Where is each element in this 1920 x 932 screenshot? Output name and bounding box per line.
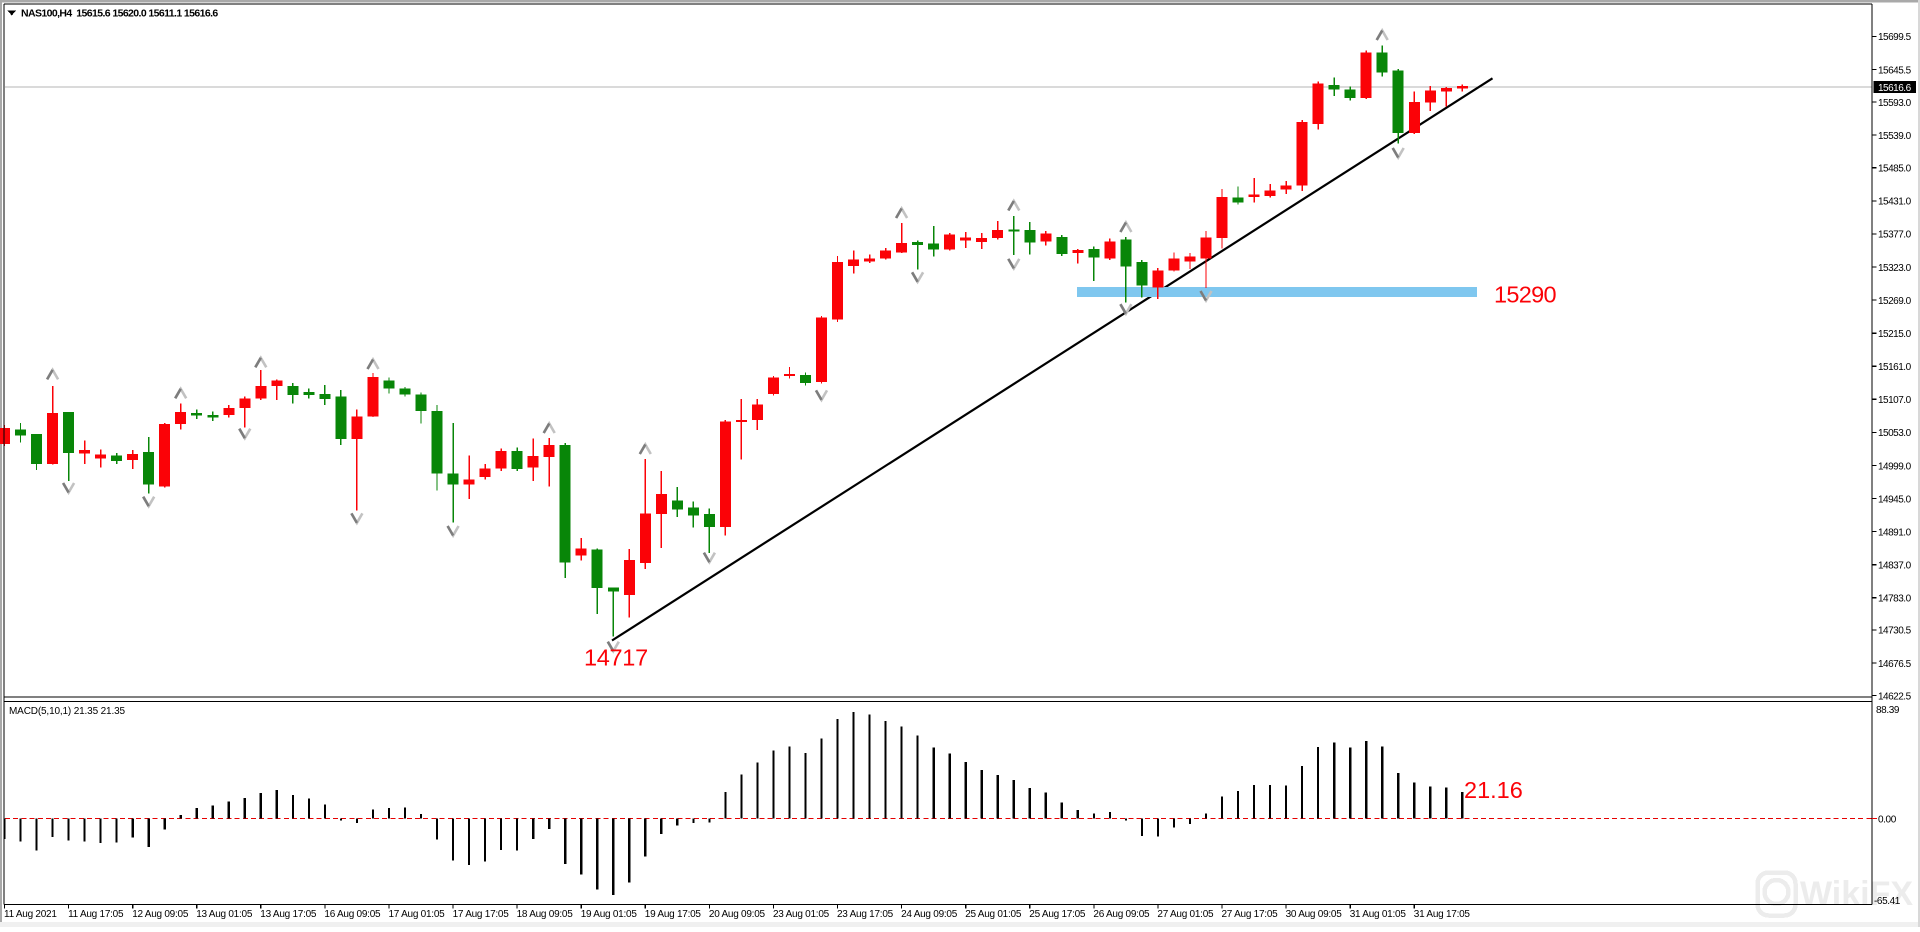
svg-text:14837.0: 14837.0 (1878, 561, 1912, 572)
svg-text:15269.0: 15269.0 (1878, 296, 1912, 307)
svg-text:15616.6: 15616.6 (1878, 83, 1912, 94)
svg-text:31 Aug 01:05: 31 Aug 01:05 (1350, 909, 1407, 920)
svg-text:-65.41: -65.41 (1874, 896, 1901, 907)
svg-text:14999.0: 14999.0 (1878, 461, 1912, 472)
svg-text:15107.0: 15107.0 (1878, 395, 1912, 406)
svg-text:20 Aug 09:05: 20 Aug 09:05 (709, 909, 766, 920)
svg-text:11 Aug 17:05: 11 Aug 17:05 (68, 909, 124, 920)
svg-text:21.16: 21.16 (1464, 777, 1523, 803)
svg-text:14622.5: 14622.5 (1878, 691, 1912, 702)
svg-text:27 Aug 17:05: 27 Aug 17:05 (1222, 909, 1279, 920)
svg-text:19 Aug 01:05: 19 Aug 01:05 (581, 909, 638, 920)
svg-text:14676.5: 14676.5 (1878, 659, 1912, 670)
svg-text:17 Aug 17:05: 17 Aug 17:05 (453, 909, 510, 920)
svg-text:15593.0: 15593.0 (1878, 98, 1912, 109)
svg-text:MACD(5,10,1) 21.35 21.35: MACD(5,10,1) 21.35 21.35 (9, 706, 126, 717)
svg-text:15323.0: 15323.0 (1878, 263, 1912, 274)
svg-text:15699.5: 15699.5 (1878, 32, 1912, 43)
svg-text:14783.0: 14783.0 (1878, 594, 1912, 605)
svg-text:23 Aug 01:05: 23 Aug 01:05 (773, 909, 830, 920)
svg-text:13 Aug 01:05: 13 Aug 01:05 (196, 909, 253, 920)
svg-text:19 Aug 17:05: 19 Aug 17:05 (645, 909, 702, 920)
svg-text:13 Aug 17:05: 13 Aug 17:05 (260, 909, 317, 920)
svg-text:23 Aug 17:05: 23 Aug 17:05 (837, 909, 894, 920)
svg-text:24 Aug 09:05: 24 Aug 09:05 (901, 909, 958, 920)
svg-text:27 Aug 01:05: 27 Aug 01:05 (1157, 909, 1214, 920)
svg-text:88.39: 88.39 (1876, 705, 1900, 716)
svg-text:15539.0: 15539.0 (1878, 131, 1912, 142)
svg-text:17 Aug 01:05: 17 Aug 01:05 (389, 909, 446, 920)
svg-text:15645.5: 15645.5 (1878, 65, 1912, 76)
svg-text:31 Aug 17:05: 31 Aug 17:05 (1414, 909, 1471, 920)
svg-text:WikiFX: WikiFX (1800, 875, 1913, 913)
svg-text:15053.0: 15053.0 (1878, 428, 1912, 439)
svg-text:11 Aug 2021: 11 Aug 2021 (4, 909, 57, 920)
svg-text:26 Aug 09:05: 26 Aug 09:05 (1093, 909, 1150, 920)
svg-text:14891.0: 14891.0 (1878, 527, 1912, 538)
svg-text:NAS100,H4 15615.6 15620.0 156: NAS100,H4 15615.6 15620.0 15611.1 15616.… (21, 8, 218, 20)
svg-text:16 Aug 09:05: 16 Aug 09:05 (324, 909, 381, 920)
svg-text:30 Aug 09:05: 30 Aug 09:05 (1286, 909, 1343, 920)
svg-text:14717: 14717 (584, 645, 648, 671)
svg-text:15377.0: 15377.0 (1878, 230, 1912, 241)
svg-text:25 Aug 01:05: 25 Aug 01:05 (965, 909, 1022, 920)
svg-text:14730.5: 14730.5 (1878, 626, 1912, 637)
svg-text:15161.0: 15161.0 (1878, 362, 1912, 373)
svg-text:25 Aug 17:05: 25 Aug 17:05 (1029, 909, 1086, 920)
svg-text:18 Aug 09:05: 18 Aug 09:05 (517, 909, 574, 920)
svg-text:15215.0: 15215.0 (1878, 329, 1912, 340)
svg-text:0.00: 0.00 (1878, 814, 1897, 825)
svg-text:12 Aug 09:05: 12 Aug 09:05 (132, 909, 189, 920)
svg-text:14945.0: 14945.0 (1878, 494, 1912, 505)
svg-text:15290: 15290 (1494, 282, 1557, 308)
svg-text:15485.0: 15485.0 (1878, 164, 1912, 175)
svg-text:15431.0: 15431.0 (1878, 197, 1912, 208)
